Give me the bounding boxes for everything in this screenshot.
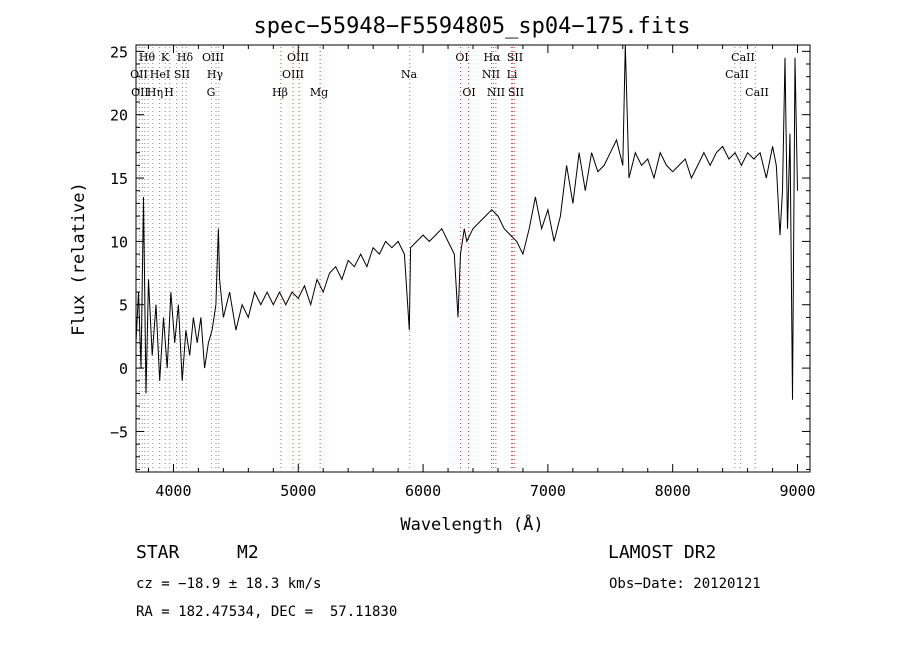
x-tick-label: 7000	[530, 482, 566, 500]
emission-line-markers	[138, 47, 756, 470]
line-label: Hθ	[139, 51, 156, 64]
line-label: SII	[507, 51, 523, 64]
x-tick-label: 8000	[655, 482, 691, 500]
chart-title: spec−55948−F5594805_sp04−175.fits	[253, 14, 690, 39]
line-label: OII	[130, 68, 148, 81]
line-label: CaII	[725, 68, 749, 81]
x-axis-label: Wavelength (Å)	[400, 513, 543, 535]
line-label: OI	[455, 51, 468, 64]
object-class: STAR	[136, 542, 180, 563]
line-label: K	[161, 51, 170, 64]
survey-name: LAMOST DR2	[608, 542, 717, 563]
line-label: Hα	[483, 51, 501, 64]
observation-date: Obs−Date: 20120121	[609, 576, 761, 592]
x-tick-label: 4000	[155, 482, 191, 500]
line-label: Hβ	[272, 86, 288, 99]
y-tick-label: 20	[110, 107, 128, 125]
line-label: OIII	[282, 68, 304, 81]
line-label: Li	[507, 68, 518, 81]
y-tick-label: 5	[119, 297, 128, 315]
series-layer	[135, 44, 798, 400]
line-label: NII	[482, 68, 500, 81]
line-label: G	[207, 86, 216, 99]
spectrum-series	[135, 44, 798, 400]
line-label: SII	[174, 68, 190, 81]
line-label: Mg	[310, 86, 328, 99]
coordinates: RA = 182.47534, DEC = 57.11830	[136, 604, 398, 620]
line-label: Hγ	[207, 68, 224, 81]
x-tick-label: 5000	[280, 482, 316, 500]
line-label: Na	[401, 68, 418, 81]
line-label: CaII	[731, 51, 755, 64]
line-label: Hδ	[177, 51, 194, 64]
y-tick-label: 10	[110, 233, 128, 251]
line-label: HeI	[150, 68, 170, 81]
object-subclass: M2	[237, 542, 259, 563]
y-tick-label: 25	[110, 43, 128, 61]
plot-frame	[135, 44, 811, 473]
line-label: OI	[462, 86, 475, 99]
line-label: Hη	[147, 86, 163, 99]
line-label: OIII	[202, 51, 224, 64]
line-label: H	[164, 86, 174, 99]
y-tick-label: 15	[110, 170, 128, 188]
line-label: NII	[487, 86, 505, 99]
y-tick-label: −5	[110, 423, 128, 441]
redshift-velocity: cz = −18.9 ± 18.3 km/s	[136, 576, 322, 592]
y-tick-label: 0	[119, 360, 128, 378]
line-label: CaII	[745, 86, 769, 99]
line-label: SII	[508, 86, 524, 99]
axis-ticks: 4000 5000 6000 7000 8000 9000 −5 0 5 10 15 20 25	[110, 43, 816, 500]
x-tick-label: 6000	[405, 482, 441, 500]
x-tick-label: 9000	[779, 482, 815, 500]
y-axis-label: Flux (relative)	[69, 182, 89, 336]
line-label: OIII	[287, 51, 309, 64]
emission-line-labels: Hθ K Hδ OIII OIII OI Hα SII CaII OII HeI SII Hγ OIII N…	[130, 51, 769, 99]
